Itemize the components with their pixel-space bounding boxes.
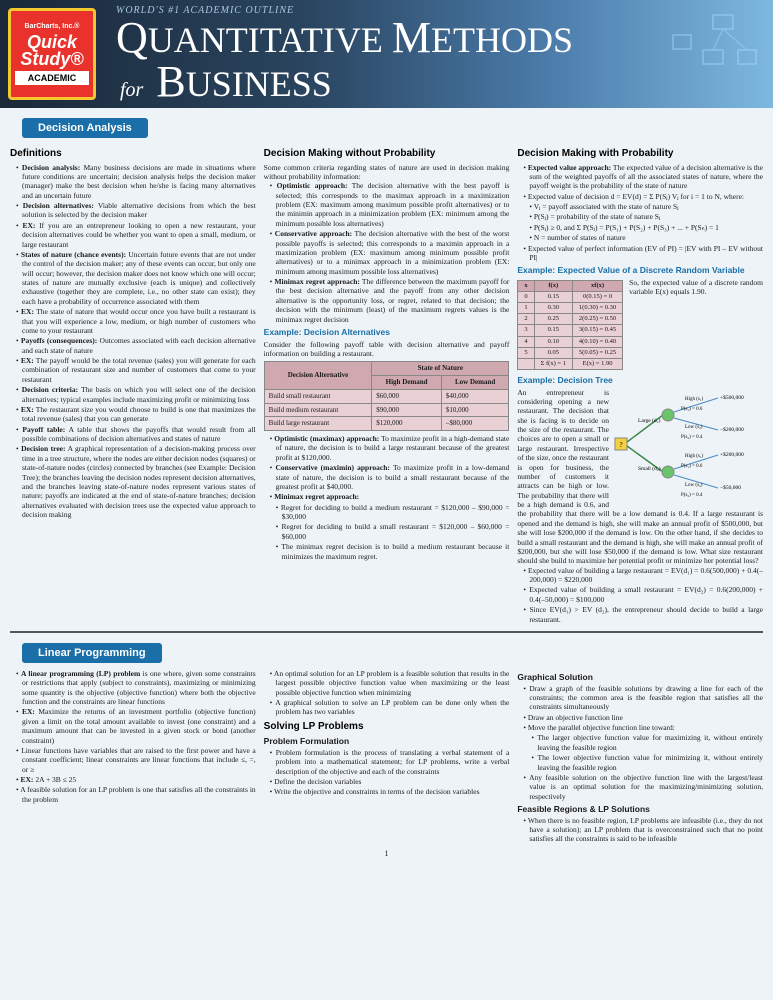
- lp-col3: Graphical Solution Draw a graph of the f…: [517, 669, 763, 845]
- definitions-column: Definitions Decision analysis: Many busi…: [10, 144, 256, 625]
- svg-text:−$50,000: −$50,000: [720, 484, 741, 491]
- svg-text:+$500,000: +$500,000: [720, 394, 744, 401]
- example-da-heading: Example: Decision Alternatives: [264, 327, 510, 338]
- with-prob-heading: Decision Making with Probability: [517, 148, 763, 161]
- feasible-heading: Feasible Regions & LP Solutions: [517, 804, 763, 815]
- svg-text:High (s₁): High (s₁): [685, 454, 704, 459]
- badge-sub: ACADEMIC: [15, 71, 89, 85]
- solving-heading: Solving LP Problems: [264, 721, 510, 734]
- approaches-list: Optimistic approach: The decision altern…: [264, 181, 510, 324]
- brand-text: BarCharts, Inc.®: [15, 23, 89, 30]
- svg-text:P(s₂) = 0.4: P(s₂) = 0.4: [681, 435, 703, 440]
- page-header: BarCharts, Inc.® Quick Study® ACADEMIC W…: [0, 0, 773, 108]
- ev-table: xf(x)xf(x) 00.150(0.15) = 010.301(0.30) …: [517, 280, 623, 370]
- definitions-list: Decision analysis: Many business decisio…: [10, 163, 256, 520]
- tree-calcs-list: Expected value of building a large resta…: [517, 566, 763, 624]
- example-tree-heading: Example: Decision Tree: [517, 375, 763, 386]
- flowchart-icon: [653, 10, 763, 90]
- lp-col1: A linear programming (LP) problem is one…: [10, 669, 256, 845]
- example-ev-heading: Example: Expected Value of a Discrete Ra…: [517, 265, 763, 276]
- decision-columns: Definitions Decision analysis: Many busi…: [10, 144, 763, 625]
- svg-text:P(s₂) = 0.4: P(s₂) = 0.4: [681, 493, 703, 498]
- section-divider: [10, 631, 763, 633]
- page-number: 1: [10, 849, 763, 858]
- section-tab-decision: Decision Analysis: [22, 118, 148, 138]
- svg-text:P(s₁) = 0.6: P(s₁) = 0.6: [681, 464, 703, 469]
- intro-text: Some common criteria regarding states of…: [264, 163, 510, 182]
- ev-approach-list: Expected value approach: The expected va…: [517, 163, 763, 202]
- with-prob-column: Decision Making with Probability Expecte…: [517, 144, 763, 625]
- svg-text:?: ?: [619, 441, 622, 449]
- definitions-heading: Definitions: [10, 148, 256, 161]
- badge-main: Quick Study®: [15, 34, 89, 66]
- svg-text:+$200,000: +$200,000: [720, 451, 744, 458]
- problem-formulation-heading: Problem Formulation: [264, 736, 510, 747]
- svg-text:P(s₁) = 0.6: P(s₁) = 0.6: [681, 407, 703, 412]
- graphical-heading: Graphical Solution: [517, 672, 763, 683]
- svg-text:Low (s₂): Low (s₂): [685, 483, 703, 488]
- without-prob-column: Decision Making without Probability Some…: [264, 144, 510, 625]
- without-prob-heading: Decision Making without Probability: [264, 148, 510, 161]
- lp-col2: An optimal solution for an LP problem is…: [264, 669, 510, 845]
- svg-text:Low (s₂): Low (s₂): [685, 425, 703, 430]
- regrets-list: Regret for deciding to build a medium re…: [264, 503, 510, 561]
- svg-text:High (s₁): High (s₁): [685, 397, 704, 402]
- decision-tree-diagram: ? Large (d₁) Small (d₂) High (s₁) P(s₁) …: [613, 390, 763, 500]
- section-tab-lp: Linear Programming: [22, 643, 162, 663]
- svg-text:−$200,000: −$200,000: [720, 426, 744, 433]
- approaches2-list: Optimistic (maximax) approach: To maximi…: [264, 434, 510, 502]
- lp-columns: A linear programming (LP) problem is one…: [10, 669, 763, 845]
- payoff-table: Decision AlternativeState of Nature High…: [264, 361, 510, 431]
- quickstudy-badge: BarCharts, Inc.® Quick Study® ACADEMIC: [8, 8, 96, 100]
- svg-text:Small (d₂): Small (d₂): [638, 465, 661, 472]
- page-content: Decision Analysis Definitions Decision a…: [0, 108, 773, 864]
- svg-text:Large (d₁): Large (d₁): [638, 417, 661, 424]
- ev-where-list: Vⱼ = payoff associated with the state of…: [517, 202, 763, 243]
- example-da-text: Consider the following payoff table with…: [264, 340, 510, 359]
